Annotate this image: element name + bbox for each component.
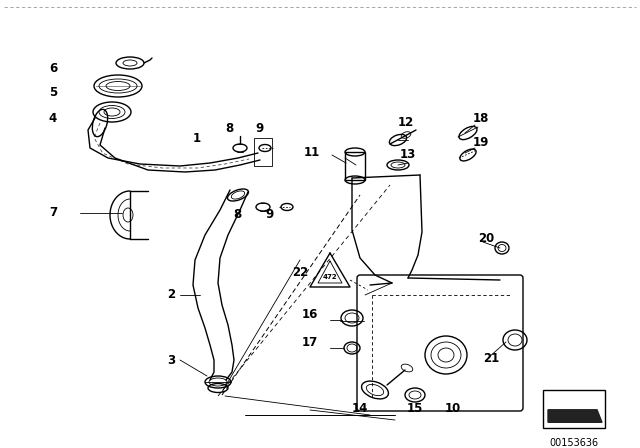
Text: 14: 14 [352,401,368,414]
Bar [254,138,272,166]
Text: 7: 7 [49,207,57,220]
Text: 21: 21 [483,352,499,365]
Text: 9: 9 [265,208,273,221]
Bar [543,390,605,428]
Text: 4: 4 [49,112,57,125]
Text: 10: 10 [445,401,461,414]
Text: 8: 8 [225,121,233,134]
Text: 16: 16 [301,309,318,322]
Text: 12: 12 [398,116,414,129]
Text: 13: 13 [400,148,416,161]
Text: 18: 18 [473,112,490,125]
Text: 9: 9 [255,121,263,134]
Text: 00153636: 00153636 [549,438,598,448]
Bar [345,152,365,180]
Text: 5: 5 [49,86,57,99]
Text: 20: 20 [478,232,494,245]
Text: 3: 3 [167,353,175,366]
Text: 22: 22 [292,266,308,279]
Polygon shape [548,410,602,422]
Text: 6: 6 [49,61,57,74]
Text: 472: 472 [323,274,337,280]
Text: 8: 8 [233,208,241,221]
Text: 17: 17 [301,336,318,349]
Text: 11: 11 [304,146,320,159]
Text: 2: 2 [167,289,175,302]
Text: 15: 15 [407,401,423,414]
Text: 1: 1 [193,132,201,145]
Text: 19: 19 [473,137,490,150]
